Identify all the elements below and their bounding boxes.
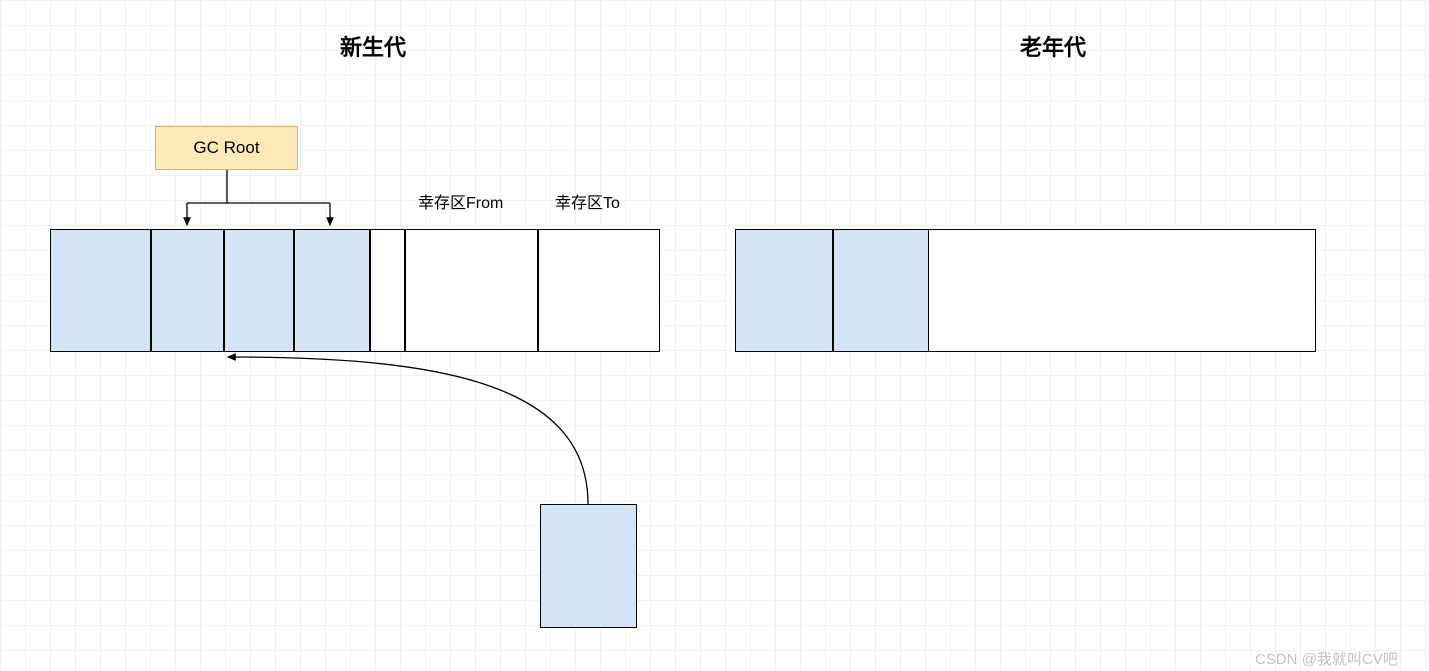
orphan-object-box bbox=[540, 504, 637, 628]
old-gen-heading: 老年代 bbox=[1020, 30, 1086, 62]
survivor-from-label: 幸存区From bbox=[418, 189, 503, 213]
eden-cell-divider bbox=[293, 229, 295, 352]
survivor-from-region bbox=[370, 229, 538, 352]
eden-region bbox=[50, 229, 370, 352]
diagram-canvas: 新生代 老年代 GC Root 幸存区From 幸存区To CSDN bbox=[0, 0, 1429, 671]
old-gen-divider bbox=[832, 229, 834, 352]
eden-cell-divider bbox=[150, 229, 152, 352]
young-gen-heading: 新生代 bbox=[340, 30, 406, 62]
survivor-to-label: 幸存区To bbox=[555, 189, 620, 213]
watermark-text: CSDN @我就叫CV吧 bbox=[1255, 648, 1398, 669]
survivor-from-divider bbox=[404, 229, 406, 352]
gc-root-box: GC Root bbox=[155, 126, 298, 170]
survivor-to-region bbox=[538, 229, 660, 352]
eden-cell-divider bbox=[223, 229, 225, 352]
gc-root-label: GC Root bbox=[193, 138, 259, 158]
